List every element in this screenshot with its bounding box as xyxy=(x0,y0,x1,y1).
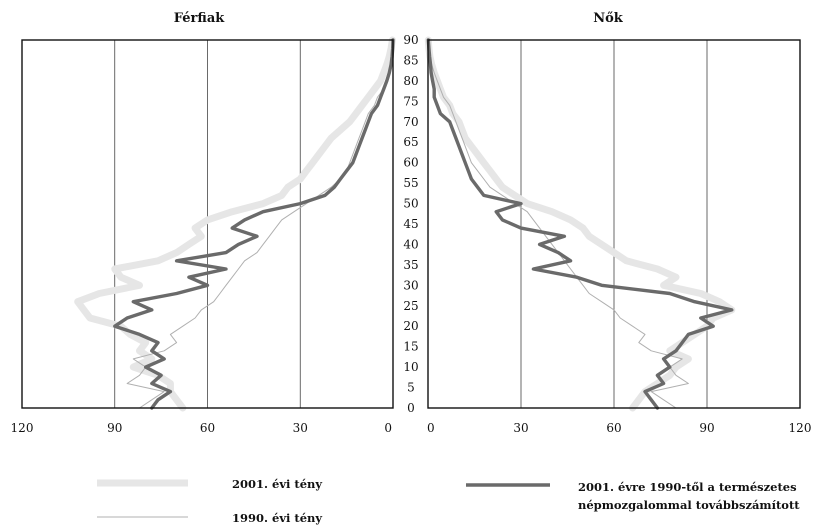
age-tick-label: 25 xyxy=(403,299,418,313)
x-tick-label-men: 0 xyxy=(384,421,392,435)
men-plot-frame xyxy=(21,39,394,409)
age-tick-label: 65 xyxy=(403,135,418,149)
x-tick-label-men: 30 xyxy=(293,421,308,435)
women-plot-frame xyxy=(427,39,801,409)
men-series-2001-actual xyxy=(74,36,396,412)
age-tick-label: 0 xyxy=(407,401,415,415)
legend-label-projection-line1: 2001. évre 1990-től a természetes xyxy=(578,480,797,494)
x-tick-label-women: 60 xyxy=(606,421,621,435)
age-tick-label: 45 xyxy=(403,217,418,231)
men-series-1990-actual xyxy=(126,39,394,409)
women-series-projection xyxy=(426,38,734,410)
age-tick-label: 80 xyxy=(403,74,418,88)
women-series-2001-actual xyxy=(424,36,736,412)
chart-panel-men xyxy=(21,36,396,412)
age-tick-label: 70 xyxy=(403,115,418,129)
age-tick-label: 60 xyxy=(403,156,418,170)
legend-label-1990-actual: 1990. évi tény xyxy=(232,511,322,525)
age-tick-label: 10 xyxy=(403,360,418,374)
legend: 2001. évi tény 1990. évi tény 2001. évre… xyxy=(97,477,800,525)
legend-label-projection-line2: népmozgalommal továbbszámított xyxy=(578,498,800,512)
legend-label-2001-actual: 2001. évi tény xyxy=(232,477,322,491)
age-tick-label: 35 xyxy=(403,258,418,272)
women-series-1990-actual xyxy=(427,39,689,409)
age-tick-label: 50 xyxy=(403,197,418,211)
age-tick-label: 55 xyxy=(403,176,418,190)
chart-title-nok: Nők xyxy=(593,11,624,26)
x-tick-label-men: 60 xyxy=(200,421,215,435)
age-tick-label: 40 xyxy=(403,237,418,251)
x-tick-label-men: 120 xyxy=(11,421,34,435)
x-tick-label-women: 120 xyxy=(789,421,812,435)
chart-panel-women xyxy=(424,36,801,412)
age-tick-label: 85 xyxy=(403,53,418,67)
x-tick-label-women: 90 xyxy=(699,421,714,435)
chart-title-ferfiak: Férfiak xyxy=(174,11,226,26)
age-axis-labels: 0 5 10 15 20 25 30 35 40 45 50 55 60 65 70 75 80 85 90 xyxy=(403,33,418,415)
age-tick-label: 75 xyxy=(403,94,418,108)
x-axis-labels-women: 0 30 60 90 120 xyxy=(427,421,811,435)
x-tick-label-women: 0 xyxy=(427,421,435,435)
men-series-projection xyxy=(113,38,395,410)
age-tick-label: 90 xyxy=(403,33,418,47)
age-tick-label: 15 xyxy=(403,340,418,354)
age-tick-label: 5 xyxy=(407,381,415,395)
x-tick-label-women: 30 xyxy=(513,421,528,435)
age-tick-label: 30 xyxy=(403,278,418,292)
x-tick-label-men: 90 xyxy=(107,421,122,435)
age-tick-label: 20 xyxy=(403,319,418,333)
x-axis-labels-men: 120 90 60 30 0 xyxy=(11,421,392,435)
